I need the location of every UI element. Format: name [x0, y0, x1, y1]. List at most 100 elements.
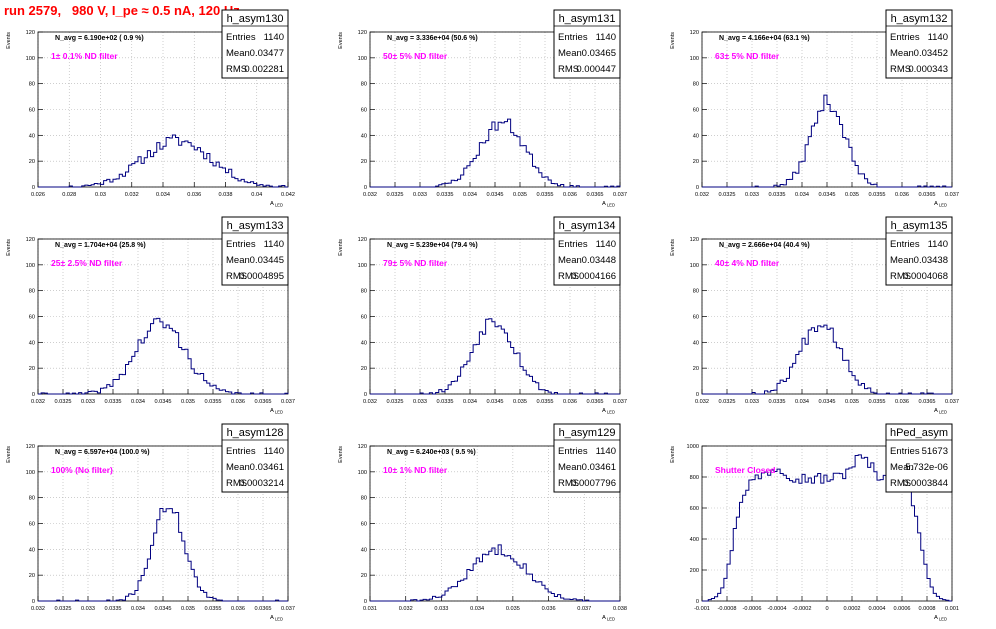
- x-tick-label: 0.034: [795, 192, 809, 198]
- x-tick-label: 0.036: [542, 606, 556, 612]
- stat-label: RMS: [558, 271, 579, 282]
- x-tick-label: 0.035: [181, 606, 195, 612]
- y-axis-title: Events: [670, 239, 676, 256]
- x-tick-label: 0.035: [845, 399, 859, 405]
- stat-label: Entries: [558, 239, 588, 250]
- y-tick-label: 0: [696, 185, 699, 191]
- stat-value: 0.03448: [582, 255, 616, 266]
- x-tick-label: 0.0365: [918, 192, 935, 198]
- y-tick-label: 80: [29, 289, 35, 295]
- x-tick-label: 0.032: [31, 606, 45, 612]
- stat-label: Entries: [226, 446, 256, 457]
- x-tick-label: 0.033: [81, 606, 95, 612]
- y-tick-label: 100: [358, 263, 367, 269]
- stat-label: Entries: [558, 446, 588, 457]
- plot-frame: [701, 238, 953, 395]
- x-tick-label: 0.034: [131, 606, 145, 612]
- x-tick-label: 0.037: [577, 606, 591, 612]
- stat-box: h_asym135 Entries 1140 Mean 0.03438RMS0.0004…: [885, 216, 953, 286]
- y-tick-label: 0: [364, 392, 367, 398]
- navg-label: N_avg = 6.240e+03 ( 9.5 %): [387, 449, 476, 456]
- y-tick-label: 100: [690, 263, 699, 269]
- stat-label: Mean: [558, 255, 582, 266]
- y-tick-label: 0: [32, 392, 35, 398]
- stat-label: RMS: [890, 271, 911, 282]
- y-tick-label: 40: [361, 340, 367, 346]
- x-tick-label: 0.0002: [843, 606, 860, 612]
- stat-label: Entries: [890, 446, 920, 457]
- filter-label: 63± 5% ND filter: [715, 51, 780, 61]
- y-tick-label: 20: [29, 159, 35, 165]
- x-tick-label: 0.035: [181, 399, 195, 405]
- plot-frame: [701, 445, 953, 602]
- stat-box: h_asym128 Entries 1140 Mean 0.03461RMS0.0003…: [221, 423, 289, 493]
- x-tick-label: 0.033: [745, 192, 759, 198]
- y-tick-label: 20: [361, 573, 367, 579]
- stat-label: Mean: [226, 48, 250, 59]
- navg-label: N_avg = 6.190e+02 ( 0.9 %): [55, 35, 144, 42]
- x-tick-label: 0.034: [463, 192, 477, 198]
- x-tick-label: 0.034: [470, 606, 484, 612]
- y-tick-label: 80: [361, 82, 367, 88]
- y-tick-label: 800: [690, 475, 699, 481]
- stat-value: 0.03461: [582, 462, 616, 473]
- x-axis-title-subscript: LED: [607, 203, 615, 208]
- y-tick-label: 120: [26, 237, 35, 243]
- x-tick-label: 0.036: [563, 399, 577, 405]
- x-tick-label: 0.037: [281, 606, 295, 612]
- navg-label: N_avg = 2.666e+04 (40.4 %): [719, 242, 810, 249]
- stat-label: Mean: [558, 462, 582, 473]
- x-axis-title-subscript: LED: [607, 410, 615, 415]
- histogram-line: [702, 94, 952, 188]
- y-tick-label: 80: [693, 289, 699, 295]
- stat-value: 0.0007796: [571, 478, 616, 489]
- y-axis-title: Events: [6, 32, 12, 49]
- y-tick-label: 0: [364, 185, 367, 191]
- y-tick-label: 120: [26, 30, 35, 36]
- y-tick-label: 600: [690, 506, 699, 512]
- stat-box-frame: [221, 9, 289, 79]
- y-tick-label: 0: [32, 185, 35, 191]
- y-tick-label: 120: [690, 237, 699, 243]
- x-tick-label: 0.037: [945, 399, 959, 405]
- stat-value: 0.03452: [914, 48, 948, 59]
- y-tick-label: 60: [29, 108, 35, 114]
- histogram-panel: 0.032 0.0325 0.033 0.0335 0.034 0.0345 0.035 0.…: [338, 216, 627, 415]
- y-tick-label: 100: [26, 263, 35, 269]
- x-axis-title-subscript: LED: [275, 617, 283, 622]
- x-tick-label: 0.0365: [586, 399, 603, 405]
- y-tick-label: 80: [29, 82, 35, 88]
- stat-label: Entries: [558, 32, 588, 43]
- plot-frame: [37, 31, 289, 188]
- x-tick-label: 0.0345: [154, 606, 171, 612]
- navg-label: N_avg = 6.597e+04 (100.0 %): [55, 449, 150, 456]
- plot-frame: [369, 445, 621, 602]
- x-tick-label: 0.038: [219, 192, 233, 198]
- x-tick-label: 0.035: [513, 399, 527, 405]
- histogram-title: h_asym132: [891, 13, 948, 25]
- x-tick-label: 0.0355: [868, 399, 885, 405]
- x-tick-label: 0.036: [563, 192, 577, 198]
- y-tick-label: 40: [693, 133, 699, 139]
- x-tick-label: 0.037: [613, 192, 627, 198]
- stat-value: 0.0004895: [239, 271, 284, 282]
- stat-label: RMS: [558, 64, 579, 75]
- y-tick-label: 60: [361, 108, 367, 114]
- x-tick-label: 0.036: [895, 192, 909, 198]
- y-tick-label: 40: [29, 340, 35, 346]
- stat-value: 0.0004068: [903, 271, 948, 282]
- histogram-panel: 0.032 0.0325 0.033 0.0335 0.034 0.0345 0.035 0.…: [6, 423, 295, 622]
- x-tick-label: 0.0355: [536, 399, 553, 405]
- filter-label: 79± 5% ND filter: [383, 258, 448, 268]
- x-tick-label: 0.0345: [818, 399, 835, 405]
- histogram-line: [38, 507, 288, 602]
- x-tick-label: 0.0004: [868, 606, 885, 612]
- x-tick-label: 0.032: [695, 399, 709, 405]
- x-tick-label: 0.032: [399, 606, 413, 612]
- y-tick-label: 20: [693, 366, 699, 372]
- y-tick-label: 40: [361, 547, 367, 553]
- x-tick-label: 0.034: [131, 399, 145, 405]
- x-axis-title: ALED: [934, 615, 947, 622]
- x-tick-label: 0.0355: [204, 399, 221, 405]
